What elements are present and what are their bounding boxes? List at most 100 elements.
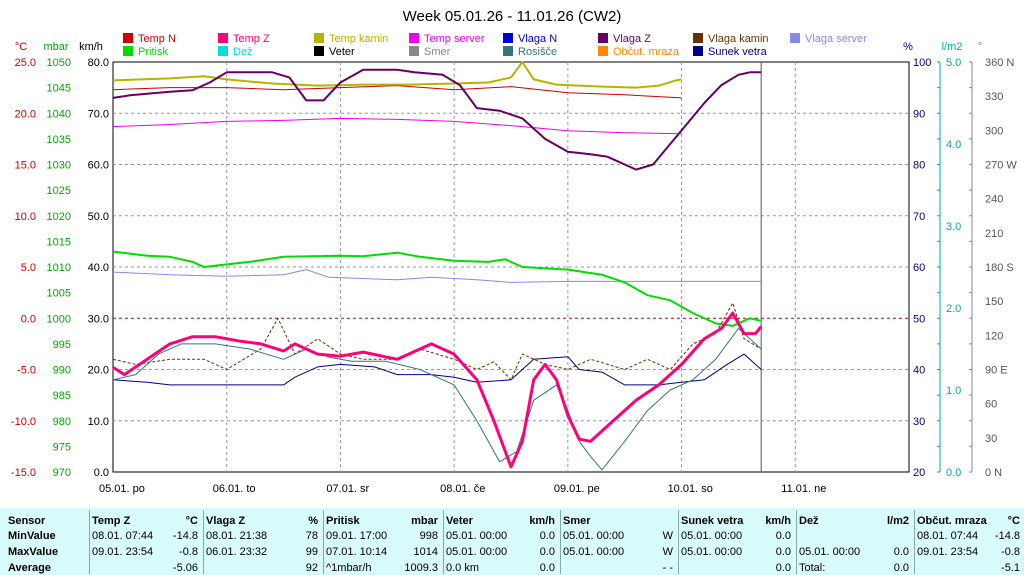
tick-label: 100 — [913, 57, 931, 69]
tick-label: 1025 — [47, 185, 71, 197]
tick-label: 1010 — [47, 262, 71, 274]
tick-label: 40 — [913, 365, 925, 377]
stats-min_val: 998 — [326, 529, 438, 543]
tick-label: 1050 — [47, 57, 71, 69]
x-tick-label: 08.01. če — [440, 483, 485, 495]
tick-label: 60.0 — [88, 160, 109, 172]
legend-swatch — [693, 33, 703, 43]
x-tick-label: 06.01. to — [213, 483, 256, 495]
tick-label: 4.0 — [946, 139, 961, 151]
legend-label: Vlaga kamin — [708, 33, 769, 45]
grid — [113, 62, 909, 472]
stats-divider — [796, 510, 797, 574]
stats-max_val: 0.0 — [681, 545, 791, 559]
legend-swatch — [693, 46, 703, 56]
axis-unit-label: l/m2 — [942, 41, 963, 53]
stats-unit: l/m2 — [799, 514, 909, 528]
stats-avg_val: 0.0 — [681, 561, 791, 575]
stats-column: Veter km/h 05.01. 00:00 0.0 05.01. 00:00 0.0 0… — [446, 508, 559, 575]
axis-unit-label: km/h — [79, 41, 103, 53]
tick-label: 40.0 — [88, 262, 109, 274]
tick-label: 50 — [913, 313, 925, 325]
legend-label: Temp N — [138, 33, 176, 45]
axis-unit-label: ° — [978, 41, 982, 53]
stats-unit: mbar — [326, 514, 438, 528]
tick-label: 90 — [913, 108, 925, 120]
tick-label: 90 E — [985, 365, 1008, 377]
stats-divider — [560, 510, 561, 574]
stats-min_val: 0.0 — [681, 529, 791, 543]
tick-label: 70 — [913, 211, 925, 223]
legend-swatch — [123, 46, 133, 56]
stats-divider — [203, 510, 204, 574]
tick-label: 975 — [53, 441, 71, 453]
legend-swatch — [503, 46, 513, 56]
tick-label: 20.0 — [88, 365, 109, 377]
x-tick-label: 05.01. po — [99, 483, 145, 495]
stats-unit: km/h — [681, 514, 791, 528]
weather-chart: Week 05.01.26 - 11.01.26 (CW2) Temp N Tem… — [0, 0, 1024, 508]
tick-label: 5.0 — [946, 57, 961, 69]
stats-column: Smer 05.01. 00:00 W 05.01. 00:00 W - - — [563, 508, 677, 575]
tick-label: 1040 — [47, 108, 71, 120]
tick-label: 10.0 — [15, 211, 36, 223]
tick-label: 1005 — [47, 288, 71, 300]
x-tick-label: 07.01. sr — [326, 483, 369, 495]
legend-swatch — [503, 33, 513, 43]
stats-avg_val: 92 — [206, 561, 318, 575]
stats-column: Sunek vetra km/h 05.01. 00:00 0.0 05.01. 00:… — [681, 508, 795, 575]
legend-swatch — [790, 33, 800, 43]
legend-swatch — [314, 46, 324, 56]
stats-unit: °C — [92, 514, 198, 528]
legend-label: Temp kamin — [329, 33, 388, 45]
stats-label-min: MinValue — [8, 529, 56, 543]
tick-label: 3.0 — [946, 221, 961, 233]
tick-label: 1045 — [47, 83, 71, 95]
tick-label: 20.0 — [15, 108, 36, 120]
series-pritisk — [113, 252, 761, 326]
tick-label: -15.0 — [11, 467, 36, 479]
axis-unit-label: mbar — [43, 41, 68, 53]
tick-label: 1030 — [47, 160, 71, 172]
tick-label: 150 — [985, 296, 1003, 308]
tick-label: 0.0 — [21, 313, 36, 325]
stats-min_val: -14.8 — [92, 529, 198, 543]
tick-label: 990 — [53, 365, 71, 377]
series-temp-z — [113, 313, 761, 467]
legend-swatch — [123, 33, 133, 43]
stats-unit: km/h — [446, 514, 555, 528]
legend-swatch — [314, 33, 324, 43]
stats-unit: °C — [917, 514, 1020, 528]
stats-row-labels: Sensor MinValue MaxValue Average — [8, 508, 88, 575]
stats-max_val: 99 — [206, 545, 318, 559]
tick-label: 10.0 — [88, 416, 109, 428]
legend-label: Občut. mraza — [613, 46, 680, 58]
legend-label: Dež — [233, 46, 253, 58]
stats-label-avg: Average — [8, 561, 51, 575]
tick-label: 0.0 — [946, 467, 961, 479]
tick-label: 180 S — [985, 262, 1014, 274]
tick-label: 1.0 — [946, 385, 961, 397]
legend-swatch — [409, 33, 419, 43]
stats-min_val — [799, 529, 909, 543]
x-tick-label: 10.01. so — [668, 483, 713, 495]
stats-label-sensor: Sensor — [8, 514, 45, 528]
tick-label: 25.0 — [15, 57, 36, 69]
tick-label: 60 — [913, 262, 925, 274]
tick-label: 330 — [985, 91, 1003, 103]
stats-column: Temp Z °C 08.01. 07:44 -14.8 09.01. 23:54 -0.… — [92, 508, 202, 575]
tick-label: 30 — [985, 433, 997, 445]
stats-avg_val: - - — [563, 561, 673, 575]
stats-column: Občut. mraza °C 08.01. 07:44 -14.8 09.01. 23… — [917, 508, 1024, 575]
tick-label: 120 — [985, 330, 1003, 342]
tick-label: -5.0 — [17, 365, 36, 377]
tick-label: 300 — [985, 125, 1003, 137]
tick-label: 980 — [53, 416, 71, 428]
x-tick-label: 11.01. ne — [781, 483, 826, 495]
stats-avg_val: 1009.3 — [326, 561, 438, 575]
stats-divider — [678, 510, 679, 574]
tick-label: 60 — [985, 399, 997, 411]
series-temp-kamin — [113, 62, 682, 88]
legend-label: Veter — [329, 46, 355, 58]
stats-unit: % — [206, 514, 318, 528]
